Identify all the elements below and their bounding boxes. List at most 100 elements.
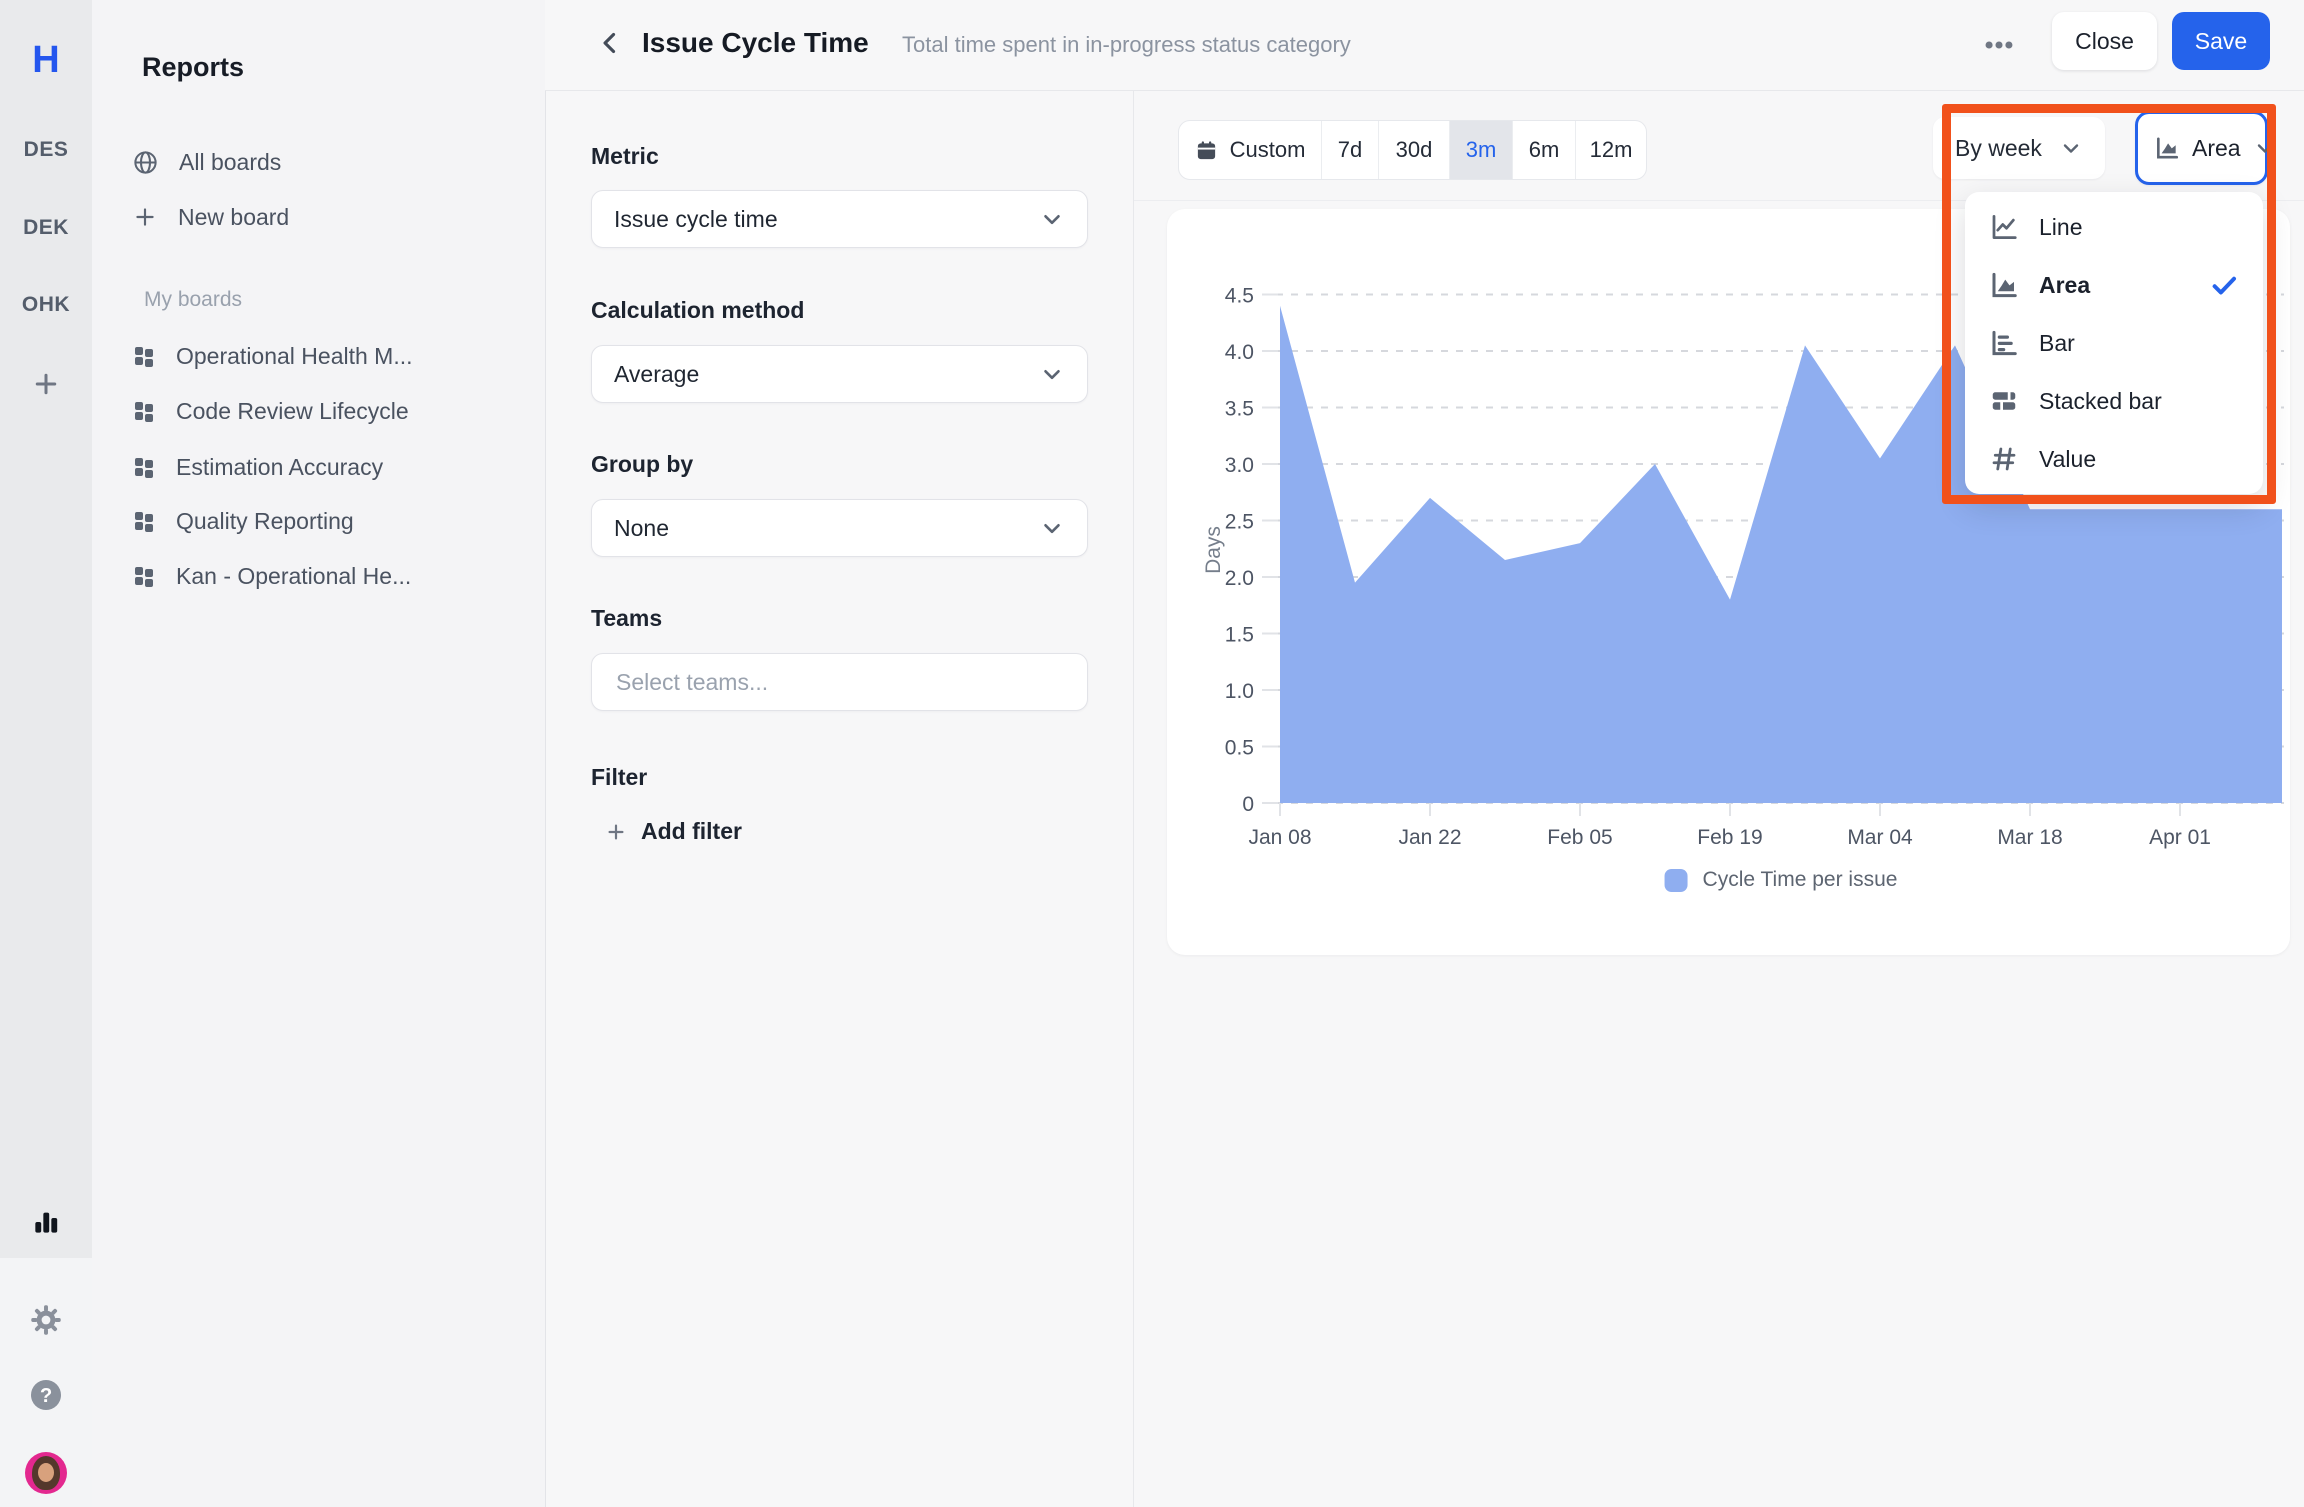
- sidebar-item-label: New board: [178, 203, 290, 230]
- back-button[interactable]: [593, 26, 627, 65]
- sidebar-item-all-boards[interactable]: All boards: [132, 140, 512, 184]
- chevron-down-icon: [2059, 136, 2083, 160]
- chart-type-select-focused[interactable]: Area: [2135, 111, 2272, 185]
- area-chart-icon: [1989, 270, 2019, 300]
- avatar: [25, 1452, 67, 1494]
- range-7d-button[interactable]: 7d: [1322, 121, 1379, 179]
- menu-item-label: Area: [2039, 271, 2091, 298]
- board-grid-icon: [132, 509, 156, 533]
- range-label: 12m: [1589, 137, 1633, 162]
- page-subtitle: Total time spent in in-progress status c…: [902, 32, 1351, 57]
- svg-text:?: ?: [40, 1385, 52, 1407]
- chart-type-value: Area: [2192, 134, 2241, 161]
- chevron-down-icon: [1039, 361, 1065, 387]
- sidebar-board-item[interactable]: Quality Reporting: [132, 499, 512, 543]
- reports-sidebar: Reports All boards New board My boards O…: [92, 0, 577, 1507]
- menu-item-value[interactable]: Value: [1965, 430, 2263, 488]
- workspace-des[interactable]: DES: [23, 138, 69, 161]
- sidebar-item-label: All boards: [179, 148, 282, 175]
- interval-value: By week: [1955, 134, 2042, 161]
- legend-swatch: [1664, 868, 1688, 892]
- calculation-method-label: Calculation method: [591, 297, 805, 323]
- range-label: 3m: [1465, 137, 1497, 162]
- add-filter-button[interactable]: Add filter: [605, 818, 742, 845]
- page-title: Issue Cycle Time: [642, 27, 869, 58]
- sidebar-board-item[interactable]: Operational Health M...: [132, 334, 512, 378]
- toolbar-divider: [1134, 200, 2304, 201]
- horizontal-bar-chart-icon: [1989, 328, 2019, 358]
- sidebar-board-item[interactable]: Estimation Accuracy: [132, 445, 512, 489]
- calendar-icon: [1195, 139, 1218, 162]
- board-label: Operational Health M...: [176, 342, 413, 369]
- range-label: 30d: [1395, 137, 1433, 162]
- date-range-segmented-control: Custom 7d 30d 3m 6m 12m: [1178, 120, 1647, 180]
- add-filter-label: Add filter: [641, 818, 742, 844]
- group-by-value: None: [614, 514, 669, 541]
- help-button[interactable]: ?: [0, 1372, 92, 1418]
- range-6m-button[interactable]: 6m: [1513, 121, 1576, 179]
- workspace-ohk[interactable]: OHK: [21, 293, 71, 316]
- filter-label: Filter: [591, 764, 648, 790]
- calculation-method-value: Average: [614, 360, 700, 387]
- menu-item-label: Value: [2039, 445, 2097, 472]
- chevron-down-icon: [1039, 206, 1065, 232]
- app-logo[interactable]: H: [32, 38, 60, 81]
- chevron-down-icon: [1039, 515, 1065, 541]
- workspace-dek[interactable]: DEK: [23, 216, 69, 239]
- menu-item-bar[interactable]: Bar: [1965, 314, 2263, 372]
- teams-label: Teams: [591, 605, 663, 631]
- more-options-button[interactable]: [1982, 28, 2016, 67]
- metric-label: Metric: [591, 143, 659, 169]
- check-icon: [2209, 270, 2239, 300]
- teams-input[interactable]: [614, 667, 1065, 697]
- report-header: Issue Cycle Time Total time spent in in-…: [545, 0, 2304, 91]
- save-button[interactable]: Save: [2172, 12, 2270, 70]
- board-grid-icon: [132, 455, 156, 479]
- close-button[interactable]: Close: [2052, 12, 2157, 70]
- board-label: Kan - Operational He...: [176, 562, 412, 589]
- add-workspace-button[interactable]: [0, 362, 92, 406]
- chart-type-menu: Line Area Bar Stacked bar: [1965, 192, 2263, 494]
- sidebar-board-item[interactable]: Kan - Operational He...: [132, 554, 512, 598]
- menu-item-area-selected[interactable]: Area: [1965, 256, 2263, 314]
- bar-chart-icon: [30, 1206, 62, 1238]
- legend-label: Cycle Time per issue: [1702, 868, 1898, 891]
- reports-nav-item-active[interactable]: [0, 1196, 92, 1248]
- menu-item-label: Bar: [2039, 329, 2075, 356]
- plus-icon: [31, 369, 61, 399]
- group-by-label: Group by: [591, 451, 694, 477]
- line-chart-icon: [1989, 212, 2019, 242]
- range-custom-button[interactable]: Custom: [1179, 121, 1322, 179]
- sidebar-item-new-board[interactable]: New board: [132, 195, 512, 239]
- board-grid-icon: [132, 564, 156, 588]
- calculation-method-select[interactable]: Average: [591, 345, 1088, 403]
- menu-item-label: Stacked bar: [2039, 387, 2162, 414]
- range-label: 7d: [1337, 137, 1363, 162]
- question-mark-icon: ?: [28, 1377, 64, 1413]
- panel-divider: [1133, 90, 1134, 1507]
- globe-icon: [132, 149, 159, 176]
- range-12m-button[interactable]: 12m: [1576, 121, 1646, 179]
- sidebar-board-item[interactable]: Code Review Lifecycle: [132, 389, 512, 433]
- board-grid-icon: [132, 344, 156, 368]
- interval-select[interactable]: By week: [1933, 117, 2105, 179]
- teams-field[interactable]: [591, 653, 1088, 711]
- range-30d-button[interactable]: 30d: [1379, 121, 1450, 179]
- plus-icon: [605, 821, 627, 843]
- menu-item-stacked-bar[interactable]: Stacked bar: [1965, 372, 2263, 430]
- settings-button[interactable]: [0, 1296, 92, 1344]
- menu-item-line[interactable]: Line: [1965, 198, 2263, 256]
- user-avatar[interactable]: [0, 1450, 92, 1496]
- metric-value: Issue cycle time: [614, 205, 778, 232]
- metric-select[interactable]: Issue cycle time: [591, 190, 1088, 248]
- range-3m-button-selected[interactable]: 3m: [1450, 121, 1513, 179]
- range-label: 6m: [1528, 137, 1560, 162]
- area-chart-icon: [2154, 135, 2180, 161]
- menu-item-label: Line: [2039, 213, 2083, 240]
- chart-legend: Cycle Time per issue: [1664, 868, 1898, 892]
- board-label: Quality Reporting: [176, 507, 354, 534]
- range-label: Custom: [1229, 137, 1306, 162]
- chevron-left-icon: [593, 26, 627, 60]
- group-by-select[interactable]: None: [591, 499, 1088, 557]
